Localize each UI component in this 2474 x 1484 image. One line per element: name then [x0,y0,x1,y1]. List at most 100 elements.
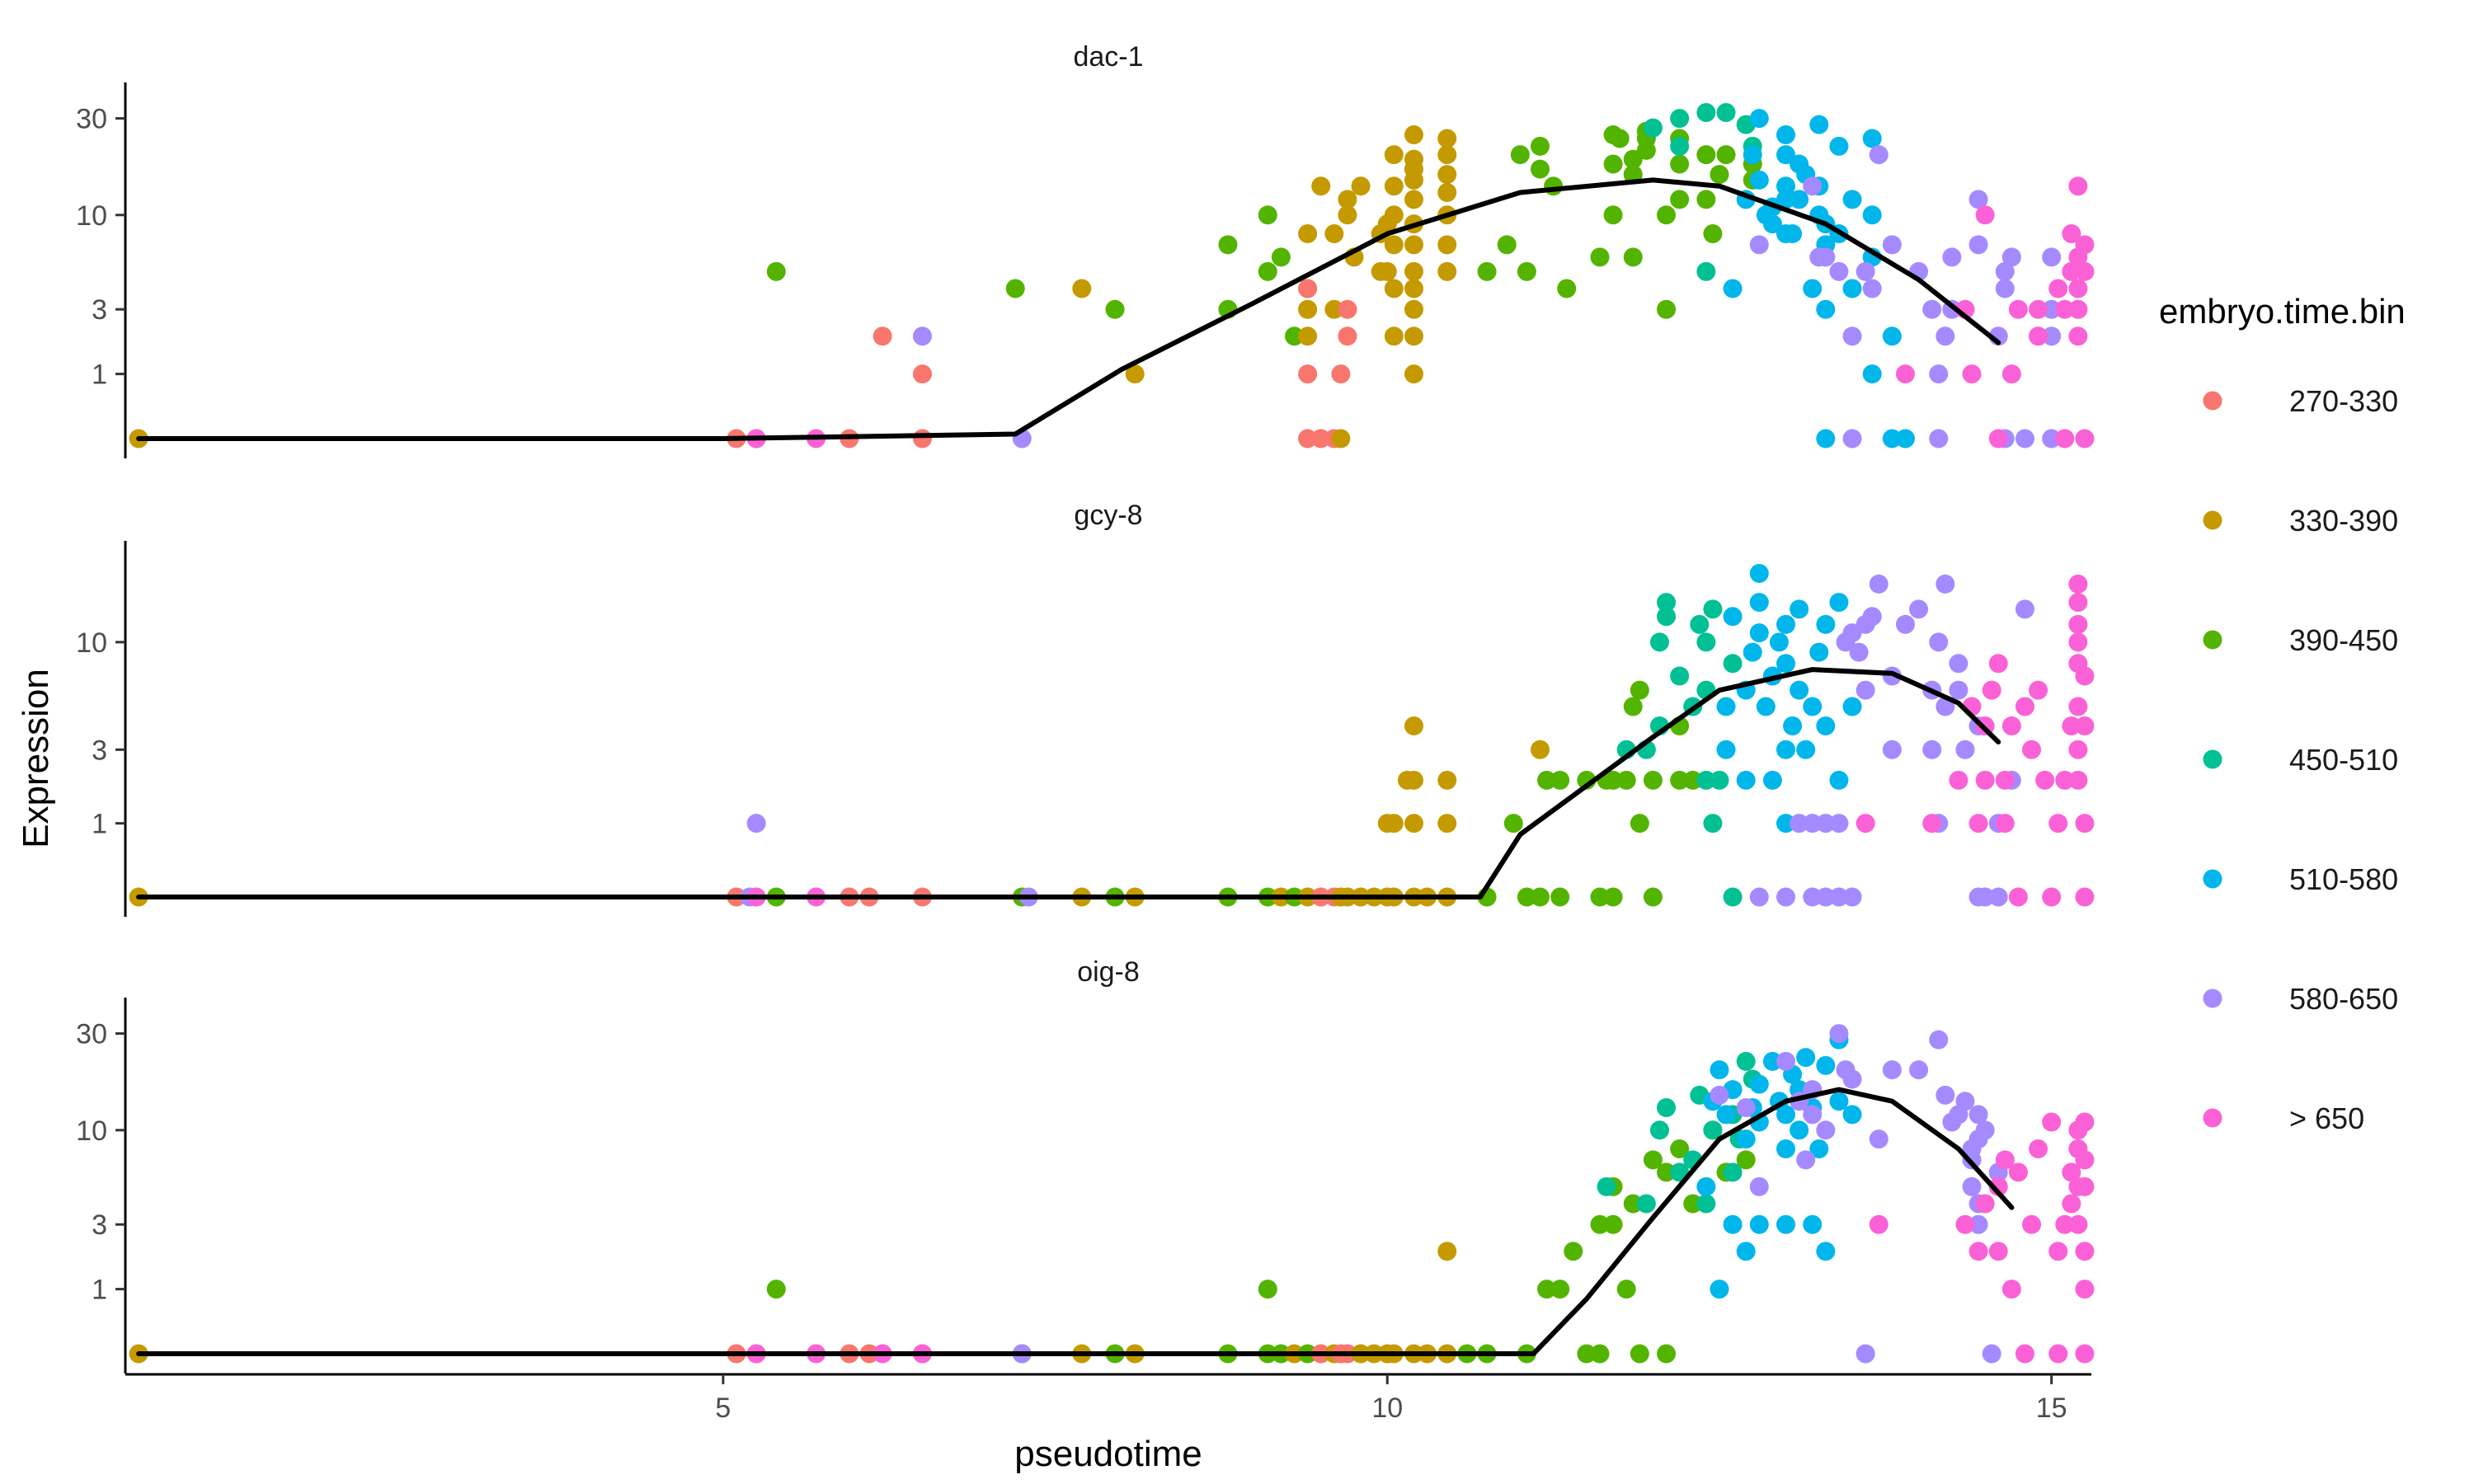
data-point [1856,680,1875,700]
legend-title: embryo.time.bin [2159,292,2406,331]
data-point [2055,299,2075,319]
data-point [1803,697,1823,716]
data-point [1816,299,1836,319]
data-point [1882,740,1902,759]
data-point [1623,247,1643,267]
data-point [1749,623,1769,643]
data-point [1298,299,1318,319]
x-tick-label: 10 [1371,1392,1403,1424]
data-point [1404,125,1423,145]
data-point [1829,261,1849,281]
data-point [1935,1085,1955,1105]
data-point [1995,1150,2015,1170]
data-point [1716,740,1736,759]
data-point [1384,235,1404,255]
data-point [1657,607,1677,627]
data-point [766,261,786,281]
data-point [1869,1129,1888,1149]
data-point [1842,279,1862,298]
data-point [2062,223,2081,243]
data-point [1550,887,1570,907]
data-point [1384,814,1404,834]
data-point [1703,814,1723,834]
legend-label: 450-510 [2289,743,2398,777]
data-point [1790,599,1809,619]
data-point [1749,1214,1769,1234]
data-point [1762,214,1782,234]
data-point [1623,149,1643,169]
data-point [1882,429,1902,448]
data-point [1404,716,1423,736]
data-point [1975,887,1995,907]
data-point [1723,1214,1743,1234]
data-point [872,326,892,346]
data-point [1623,1194,1643,1214]
points [129,564,2095,907]
data-point [1862,364,1882,384]
data-point [1544,176,1564,196]
data-point [1922,814,1942,834]
data-point [1324,223,1344,243]
data-point [1404,299,1423,319]
data-point [1842,190,1862,209]
data-point [1895,614,1915,634]
data-point [2022,740,2042,759]
data-point [1968,1105,1988,1125]
data-point [1862,607,1882,627]
data-point [1218,235,1238,255]
y-tick-label: 10 [76,200,107,232]
data-point [1643,1150,1663,1170]
data-point [1816,1055,1836,1075]
data-point [1942,247,1962,267]
data-point [2048,1344,2068,1364]
y-tick-label: 3 [92,735,107,766]
data-point [1829,136,1849,156]
data-point [1603,1214,1623,1234]
data-point [1736,1098,1756,1118]
legend-item: 450-510 [2203,743,2398,777]
data-point [1710,1060,1729,1080]
data-point [1922,299,1942,319]
data-point [1590,247,1610,267]
data-point [1962,1176,1982,1196]
data-point [1636,1194,1656,1214]
data-point [1690,614,1710,634]
legend-label: 510-580 [2289,862,2398,896]
data-point [1703,1120,1723,1140]
data-point [1610,129,1630,148]
data-point [2075,814,2095,834]
data-point [1258,261,1277,281]
data-point [1072,279,1092,298]
data-point [2075,1112,2095,1132]
data-point [2075,1176,2095,1196]
data-point [1929,364,1949,384]
data-point [1437,183,1457,203]
data-point [1657,205,1677,225]
y-tick-label: 10 [76,1115,107,1147]
data-point [1829,1092,1849,1111]
legend-items: 270-330 330-390 390-450 450-510 510-580 580-6… [2203,384,2398,1135]
data-point [2042,429,2062,448]
data-point [1776,1214,1796,1234]
data-point [1298,279,1318,298]
data-point [1670,1139,1690,1158]
data-point [2075,1344,2095,1364]
data-point [1803,1105,1823,1125]
data-point [1803,176,1823,196]
data-point [1531,887,1550,907]
data-point [2035,770,2055,790]
data-point [1716,103,1736,123]
data-point [1603,770,1623,790]
data-point [1869,1214,1888,1234]
data-point [912,429,932,448]
y-tick-label: 30 [76,104,107,135]
data-point [2042,247,2062,267]
data-point [1842,1105,1862,1125]
data-point [1862,279,1882,298]
data-point [1869,574,1888,594]
y-tick-label: 3 [92,1209,107,1241]
data-point [1995,770,2015,790]
legend-swatch [2203,989,2222,1008]
data-point [1696,1194,1716,1214]
legend-item: 390-450 [2203,623,2398,657]
